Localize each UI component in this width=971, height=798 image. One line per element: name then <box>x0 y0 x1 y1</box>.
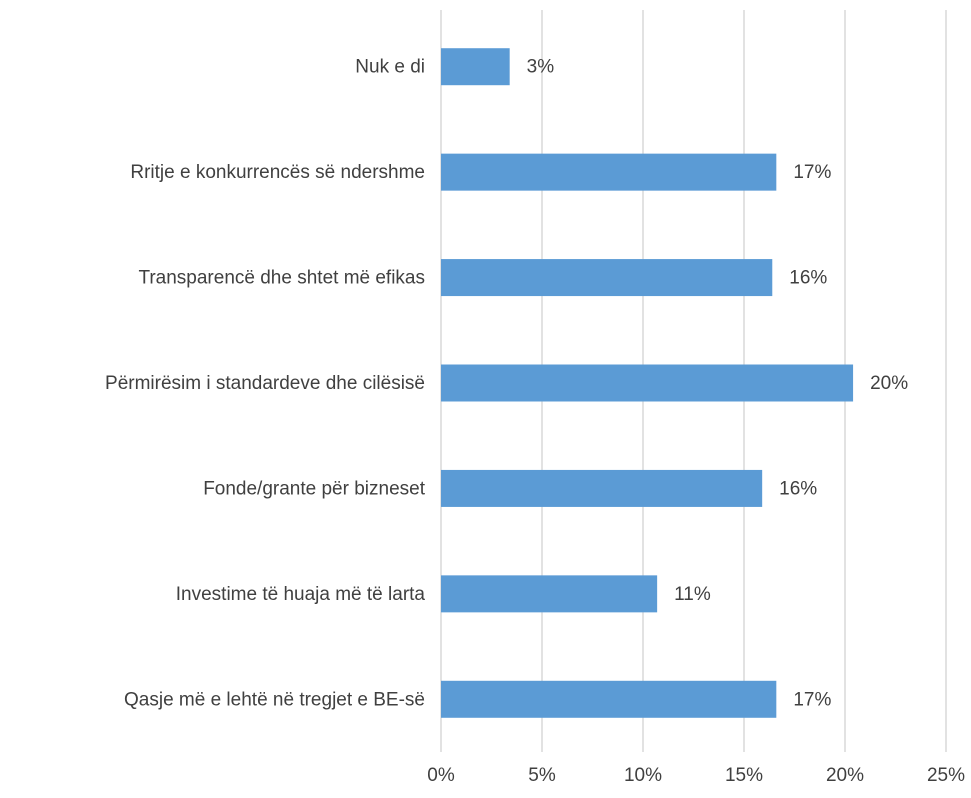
bar <box>441 469 763 507</box>
bar <box>441 680 777 718</box>
bar <box>441 364 854 402</box>
y-tick-label: Rritje e konkurrencës së ndershme <box>130 162 425 183</box>
data-label: 17% <box>793 689 831 710</box>
data-label: 11% <box>674 584 711 605</box>
bar <box>441 575 658 613</box>
y-tick-label: Transparencë dhe shtet më efikas <box>138 268 425 289</box>
y-tick-label: Përmirësim i standardeve dhe cilësisë <box>105 373 425 394</box>
data-label: 17% <box>793 162 831 183</box>
data-label: 20% <box>870 373 908 394</box>
data-label: 16% <box>779 478 817 499</box>
y-tick-label: Fonde/grante për bizneset <box>203 478 426 499</box>
x-tick-label: 25% <box>927 765 965 786</box>
x-tick-label: 0% <box>427 765 455 786</box>
y-tick-label: Nuk e di <box>355 57 425 78</box>
bar <box>441 48 510 86</box>
y-tick-label: Investime të huaja më të larta <box>176 584 426 605</box>
x-tick-label: 15% <box>725 765 763 786</box>
bar <box>441 259 773 297</box>
y-tick-label: Qasje më e lehtë në tregjet e BE-së <box>124 689 425 710</box>
bar <box>441 153 777 191</box>
data-label: 3% <box>527 57 555 78</box>
x-tick-label: 20% <box>826 765 864 786</box>
data-label: 16% <box>789 268 827 289</box>
x-tick-label: 5% <box>528 765 556 786</box>
x-tick-label: 10% <box>624 765 662 786</box>
